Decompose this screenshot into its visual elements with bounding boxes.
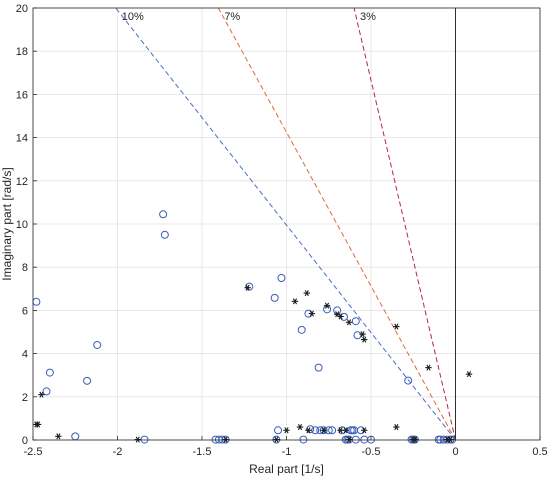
pole-asterisk-marker: [283, 427, 290, 434]
pole-asterisk-marker: [55, 433, 62, 440]
damping-label: 10%: [122, 11, 144, 23]
x-tick-label: -2: [113, 446, 123, 458]
pole-asterisk-marker: [273, 436, 280, 443]
pole-circle-marker: [328, 426, 337, 435]
pole-asterisk-marker: [244, 284, 251, 291]
pole-asterisk-marker: [296, 423, 304, 431]
x-tick-label: 0.5: [532, 446, 547, 458]
x-tick-label: -0.5: [362, 446, 381, 458]
pole-asterisk-marker: [465, 371, 473, 378]
pole-asterisk-marker: [342, 427, 349, 434]
pole-circle-marker: [45, 368, 54, 377]
pole-asterisk-marker: [323, 302, 331, 309]
pole-circle-marker: [314, 363, 323, 372]
ticks: -2.5 -2 -1.5 -1 -0.5 0 0.5 0 2 4 6 8 10 12 14 16 18 20: [16, 3, 548, 458]
y-tick-label: 18: [16, 46, 28, 58]
pole-circle-marker: [270, 293, 279, 302]
pole-circle-marker: [299, 435, 308, 444]
pole-markers: [32, 210, 473, 444]
damping-lines: [115, 7, 456, 441]
pole-asterisk-marker: [393, 323, 400, 330]
damping-label: 7%: [224, 11, 240, 23]
pole-asterisk-marker: [34, 421, 42, 428]
pole-circle-marker: [353, 331, 362, 340]
pole-circle-marker: [277, 274, 286, 282]
y-tick-label: 12: [16, 176, 28, 188]
y-axis-label: Imaginary part [rad/s]: [0, 167, 14, 280]
pole-circle-marker: [42, 387, 51, 396]
pole-circle-marker: [93, 340, 102, 349]
pole-asterisk-marker: [337, 313, 344, 320]
pole-asterisk-marker: [361, 427, 368, 434]
pole-asterisk-marker: [345, 436, 353, 443]
pole-asterisk-marker: [345, 319, 353, 326]
pole-asterisk-marker: [359, 331, 366, 338]
pole-circle-marker: [159, 210, 168, 219]
pole-asterisk-marker: [361, 336, 368, 343]
x-tick-label: -1: [282, 446, 292, 458]
damping-labels: 10% 7% 3%: [122, 11, 376, 23]
pole-circle-marker: [140, 435, 149, 444]
pole-asterisk-marker: [291, 298, 299, 305]
y-tick-label: 0: [22, 435, 28, 447]
pole-circle-marker: [297, 325, 306, 334]
x-tick-label: 0: [452, 446, 458, 458]
y-tick-label: 6: [22, 305, 28, 317]
pole-asterisk-marker: [447, 436, 454, 443]
y-tick-label: 4: [22, 349, 28, 361]
pole-circle-marker: [83, 376, 92, 385]
pole-asterisk-marker: [303, 290, 310, 297]
x-tick-label: -2.5: [24, 446, 43, 458]
damping-line: [217, 7, 456, 441]
y-tick-label: 16: [16, 89, 28, 101]
x-tick-label: -1.5: [193, 446, 212, 458]
pole-circle-marker: [272, 435, 281, 444]
pole-circle-marker: [311, 426, 320, 435]
y-tick-label: 14: [16, 133, 28, 145]
pole-asterisk-marker: [411, 436, 419, 443]
pole-asterisk-marker: [393, 423, 400, 431]
pole-circle-marker: [221, 435, 230, 444]
pole-asterisk-marker: [134, 436, 141, 443]
pole-asterisk-marker: [425, 364, 432, 371]
pole-asterisk-marker: [305, 427, 312, 434]
damping-line: [353, 7, 456, 441]
pole-circle-marker: [404, 376, 413, 385]
x-axis-label: Real part [1/s]: [249, 462, 324, 476]
y-tick-label: 2: [22, 392, 28, 404]
pole-circle-marker: [160, 230, 169, 239]
pole-circle-marker: [351, 435, 360, 444]
pole-asterisk-marker: [38, 391, 45, 398]
y-tick-label: 8: [22, 262, 28, 274]
y-tick-label: 20: [16, 3, 28, 15]
pole-asterisk-marker: [222, 436, 229, 443]
pole-asterisk-marker: [320, 427, 327, 434]
y-tick-label: 10: [16, 219, 28, 231]
pole-asterisk-marker: [308, 310, 316, 317]
pole-circle-marker: [274, 426, 283, 435]
damping-line: [115, 7, 456, 441]
damping-label: 3%: [360, 11, 376, 23]
pole-circle-marker: [351, 317, 360, 326]
pole-circle-marker: [319, 426, 328, 435]
